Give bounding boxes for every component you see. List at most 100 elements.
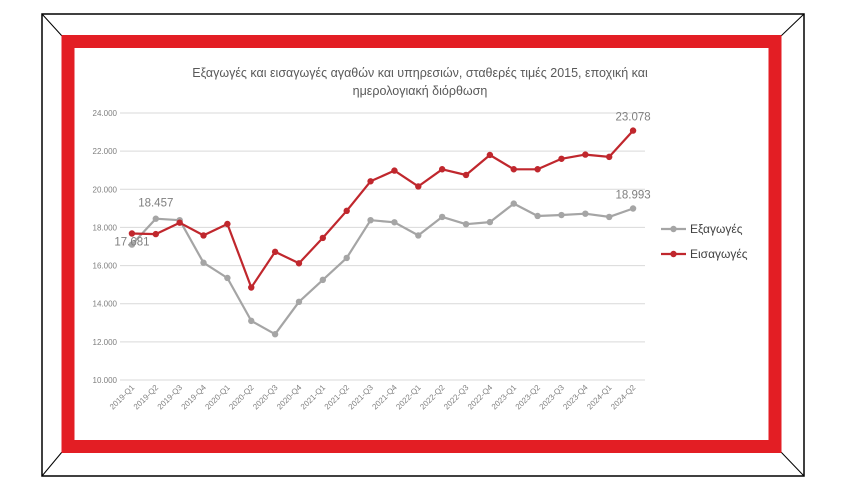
data-point	[224, 220, 231, 228]
x-tick-label: 2019-Q1	[108, 383, 137, 412]
data-point	[152, 230, 159, 238]
data-point	[128, 230, 136, 237]
data-point	[415, 183, 422, 190]
data-point	[558, 155, 565, 162]
y-tick-label: 18.000	[93, 223, 118, 232]
data-point	[248, 284, 255, 291]
legend: Εξαγωγές Εισαγωγές	[661, 222, 748, 261]
data-point	[128, 241, 136, 248]
x-tick-label: 2023-Q4	[561, 383, 590, 412]
frame-corner-line	[780, 451, 805, 477]
legend-swatch-marker	[670, 250, 677, 258]
x-tick-label: 2020-Q1	[203, 383, 232, 412]
data-point	[606, 213, 613, 221]
data-point	[343, 207, 350, 215]
y-tick-label: 20.000	[93, 185, 118, 194]
x-tick-label: 2022-Q2	[418, 383, 447, 412]
data-point	[462, 171, 470, 179]
gridlines	[120, 112, 645, 381]
data-point	[224, 274, 231, 282]
data-label: 18.993	[615, 189, 650, 201]
x-tick-label: 2023-Q3	[538, 383, 567, 412]
x-tick-label: 2019-Q2	[132, 383, 161, 412]
data-label: 17.681	[114, 237, 149, 249]
x-tick-label: 2022-Q4	[466, 383, 495, 412]
y-tick-label: 14.000	[93, 300, 118, 309]
y-tick-label: 24.000	[93, 109, 118, 118]
data-label: 23.078	[615, 112, 650, 124]
data-point	[510, 166, 517, 173]
data-point	[367, 178, 374, 185]
x-tick-label: 2022-Q1	[394, 383, 423, 412]
data-point	[438, 213, 446, 221]
y-axis-tick-labels: 10.000 12.000 14.000 16.000 18.000 20.000 22.0…	[93, 109, 118, 385]
x-tick-label: 2023-Q1	[490, 383, 519, 412]
data-point	[319, 276, 327, 284]
data-point	[486, 218, 494, 226]
data-point	[486, 151, 494, 159]
chart-title-line-2: ημερολογιακή διόρθωση	[353, 84, 488, 98]
series-markers	[128, 127, 637, 338]
x-tick-label: 2021-Q4	[370, 383, 399, 412]
data-point	[510, 200, 517, 207]
x-axis-tick-labels: 2019-Q12019-Q22019-Q32019-Q42020-Q12020-…	[108, 383, 638, 412]
x-tick-label: 2021-Q1	[299, 383, 328, 412]
data-point	[295, 260, 303, 267]
x-tick-label: 2020-Q3	[251, 383, 280, 412]
legend-label: Εισαγωγές	[690, 247, 748, 261]
y-tick-label: 10.000	[93, 376, 118, 385]
y-tick-label: 12.000	[93, 338, 118, 347]
data-point	[200, 232, 207, 239]
y-tick-label: 16.000	[93, 262, 118, 271]
data-point	[391, 167, 398, 174]
data-point	[582, 151, 589, 158]
x-tick-label: 2021-Q3	[347, 383, 376, 412]
data-point	[415, 232, 422, 239]
x-tick-label: 2020-Q2	[227, 383, 256, 412]
chart-title: Εξαγωγές και εισαγωγές αγαθών και υπηρεσ…	[192, 66, 648, 98]
legend-swatch-marker	[670, 225, 677, 233]
legend-label: Εξαγωγές	[690, 222, 743, 236]
series-line-0	[131, 202, 634, 336]
frame-red-mat	[61, 35, 782, 453]
data-point	[176, 219, 183, 226]
frame-corner-line	[780, 13, 805, 37]
data-point	[367, 216, 374, 224]
y-tick-label: 22.000	[93, 147, 118, 156]
frame-corner-line	[41, 13, 63, 37]
x-tick-label: 2020-Q4	[275, 383, 304, 412]
data-point	[629, 127, 637, 134]
data-point	[248, 317, 255, 325]
series-lines	[131, 129, 634, 336]
data-point	[271, 248, 279, 256]
data-point	[343, 254, 350, 262]
x-tick-label: 2022-Q3	[442, 383, 471, 412]
series-line-1	[131, 129, 634, 289]
x-tick-label: 2024-Q2	[609, 383, 638, 412]
x-tick-label: 2023-Q2	[514, 383, 543, 412]
data-point	[319, 234, 327, 242]
chart-title-line-1: Εξαγωγές και εισαγωγές αγαθών και υπηρεσ…	[192, 66, 648, 80]
data-point	[582, 210, 589, 217]
x-tick-label: 2019-Q3	[156, 383, 185, 412]
data-point	[152, 215, 159, 222]
data-point	[558, 211, 565, 219]
data-label: 18.457	[138, 198, 173, 210]
data-point	[629, 205, 637, 212]
x-tick-label: 2024-Q1	[585, 383, 614, 412]
data-point	[462, 220, 470, 228]
data-point	[534, 212, 541, 220]
data-point	[438, 166, 446, 173]
data-point	[534, 166, 541, 173]
data-labels: 18.457 17.681 23.078 18.993	[114, 112, 650, 249]
data-point	[391, 219, 398, 226]
data-point	[200, 259, 207, 266]
data-point	[606, 153, 613, 161]
x-tick-label: 2019-Q4	[180, 383, 209, 412]
frame-corner-line	[41, 451, 63, 477]
data-point	[271, 331, 279, 338]
data-point	[295, 298, 303, 306]
x-tick-label: 2021-Q2	[323, 383, 352, 412]
